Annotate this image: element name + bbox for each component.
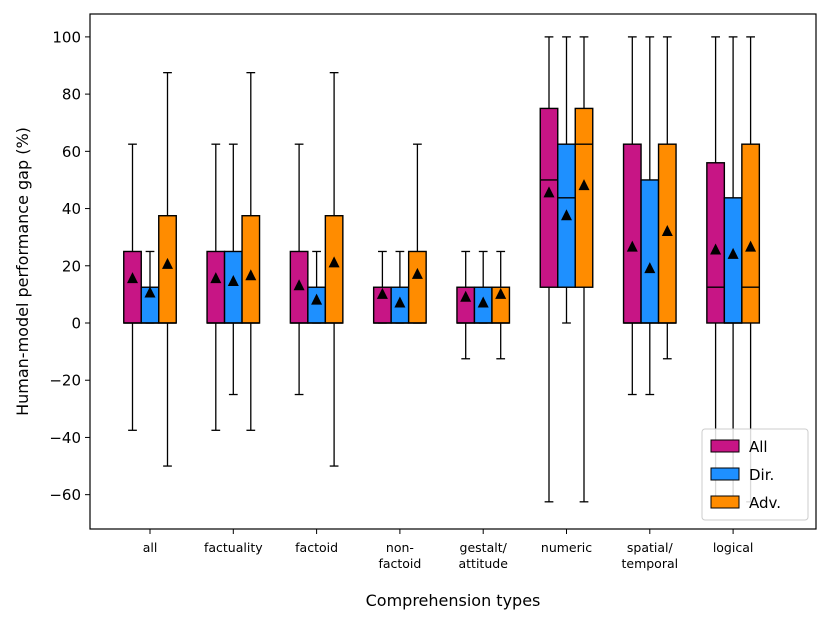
x-tick-label-line: numeric: [541, 540, 592, 555]
y-tick-label: 100: [52, 28, 81, 46]
box-non-factoid-dir: [390, 250, 410, 324]
mean-marker: [710, 243, 722, 255]
x-tick-label: logical: [713, 540, 754, 555]
y-axis-label: Human-model performance gap (%): [13, 127, 32, 416]
x-tick-label: gestalt/attitude: [459, 540, 509, 571]
x-tick-label: spatial/temporal: [621, 540, 678, 571]
x-tick-label: factoid: [295, 540, 338, 555]
box-factuality-all: [206, 143, 226, 431]
legend-label-dir: Dir.: [749, 466, 774, 484]
box-all-adv: [158, 72, 177, 467]
box-body: [622, 143, 642, 324]
x-tick-label-line: spatial/: [627, 540, 674, 555]
box-factoid-adv: [324, 72, 344, 467]
x-tick-label-line: non-: [386, 540, 414, 555]
box-body: [158, 215, 177, 324]
legend-swatch-all: [710, 439, 740, 453]
x-tick-label-line: temporal: [621, 556, 678, 571]
box-factoid-all: [289, 143, 309, 396]
legend-label-all: All: [749, 438, 768, 456]
box-all-dir: [140, 250, 160, 324]
mean-marker: [543, 186, 555, 198]
x-tick-label-line: gestalt/: [460, 540, 508, 555]
box-body: [640, 179, 660, 324]
mean-marker: [245, 269, 257, 281]
x-tick-label: all: [143, 540, 158, 555]
x-tick-label-line: factoid: [378, 556, 421, 571]
x-tick-label: non-factoid: [378, 540, 421, 571]
box-body: [206, 250, 226, 324]
mean-marker: [460, 290, 472, 302]
box-spatial-temporal-adv: [657, 36, 677, 360]
x-tick-label-line: factuality: [204, 540, 263, 555]
mean-marker: [745, 240, 757, 252]
box-body: [539, 107, 559, 288]
box-body: [723, 197, 743, 324]
box-gestalt-attitude-dir: [473, 250, 493, 324]
y-tick-label: −40: [49, 429, 81, 447]
mean-marker: [210, 272, 222, 284]
box-body: [307, 286, 327, 324]
mean-marker: [376, 287, 388, 299]
mean-marker: [561, 209, 572, 221]
x-tick-label-line: logical: [713, 540, 754, 555]
x-tick-label-line: all: [143, 540, 158, 555]
box-body: [324, 215, 344, 324]
y-tick-label: 80: [62, 86, 81, 104]
x-tick-label-line: attitude: [459, 556, 509, 571]
y-tick-label: −20: [49, 372, 81, 390]
legend: All Dir. Adv.: [701, 428, 809, 521]
box-non-factoid-all: [372, 250, 392, 324]
y-tick-label: 60: [62, 143, 81, 161]
box-numeric-adv: [574, 36, 594, 503]
legend-label-adv: Adv.: [749, 494, 781, 512]
box-numeric-all: [539, 36, 559, 503]
y-tick-label: 0: [71, 315, 81, 333]
box-non-factoid-adv: [407, 143, 427, 324]
x-tick-label: numeric: [541, 540, 592, 555]
mean-marker: [394, 296, 406, 308]
mean-marker: [626, 240, 638, 252]
y-tick-label: 40: [62, 200, 81, 218]
box-gestalt-attitude-adv: [491, 250, 511, 360]
legend-swatch-dir: [710, 467, 740, 481]
box-logical-all: [706, 36, 726, 503]
x-tick-label-line: factoid: [295, 540, 338, 555]
box-body: [706, 162, 726, 324]
y-tick-label: 20: [62, 257, 81, 275]
plot-frame: [89, 13, 817, 530]
x-axis: all factuality factoid non-factoidgestalt/a…: [143, 529, 754, 571]
mean-marker: [661, 224, 673, 236]
mean-marker: [644, 262, 656, 274]
box-body: [223, 250, 243, 324]
box-factuality-dir: [223, 143, 243, 396]
x-axis-label: Comprehension types: [366, 591, 541, 610]
box-body: [407, 250, 427, 324]
box-body: [574, 107, 594, 288]
mean-marker: [727, 247, 739, 259]
x-tick-label: factuality: [204, 540, 263, 555]
mean-marker: [578, 179, 590, 191]
box-all-all: [123, 143, 142, 431]
boxes-layer: [123, 36, 761, 503]
mean-marker: [495, 287, 507, 299]
box-body: [123, 250, 142, 324]
box-body: [741, 143, 761, 324]
mean-marker: [293, 279, 305, 291]
mean-marker: [328, 256, 340, 268]
mean-marker: [411, 267, 423, 279]
box-logical-adv: [741, 36, 761, 503]
mean-marker: [311, 293, 323, 305]
mean-marker: [477, 296, 489, 308]
y-axis: −60 −40 −20 0 20 40 60 80 100: [49, 28, 90, 504]
mean-marker: [144, 286, 156, 298]
y-tick-label: −60: [49, 486, 81, 504]
mean-marker: [227, 275, 239, 287]
legend-swatch-adv: [710, 495, 740, 509]
mean-marker: [127, 272, 138, 284]
box-factuality-adv: [241, 72, 261, 431]
mean-marker: [162, 257, 173, 269]
